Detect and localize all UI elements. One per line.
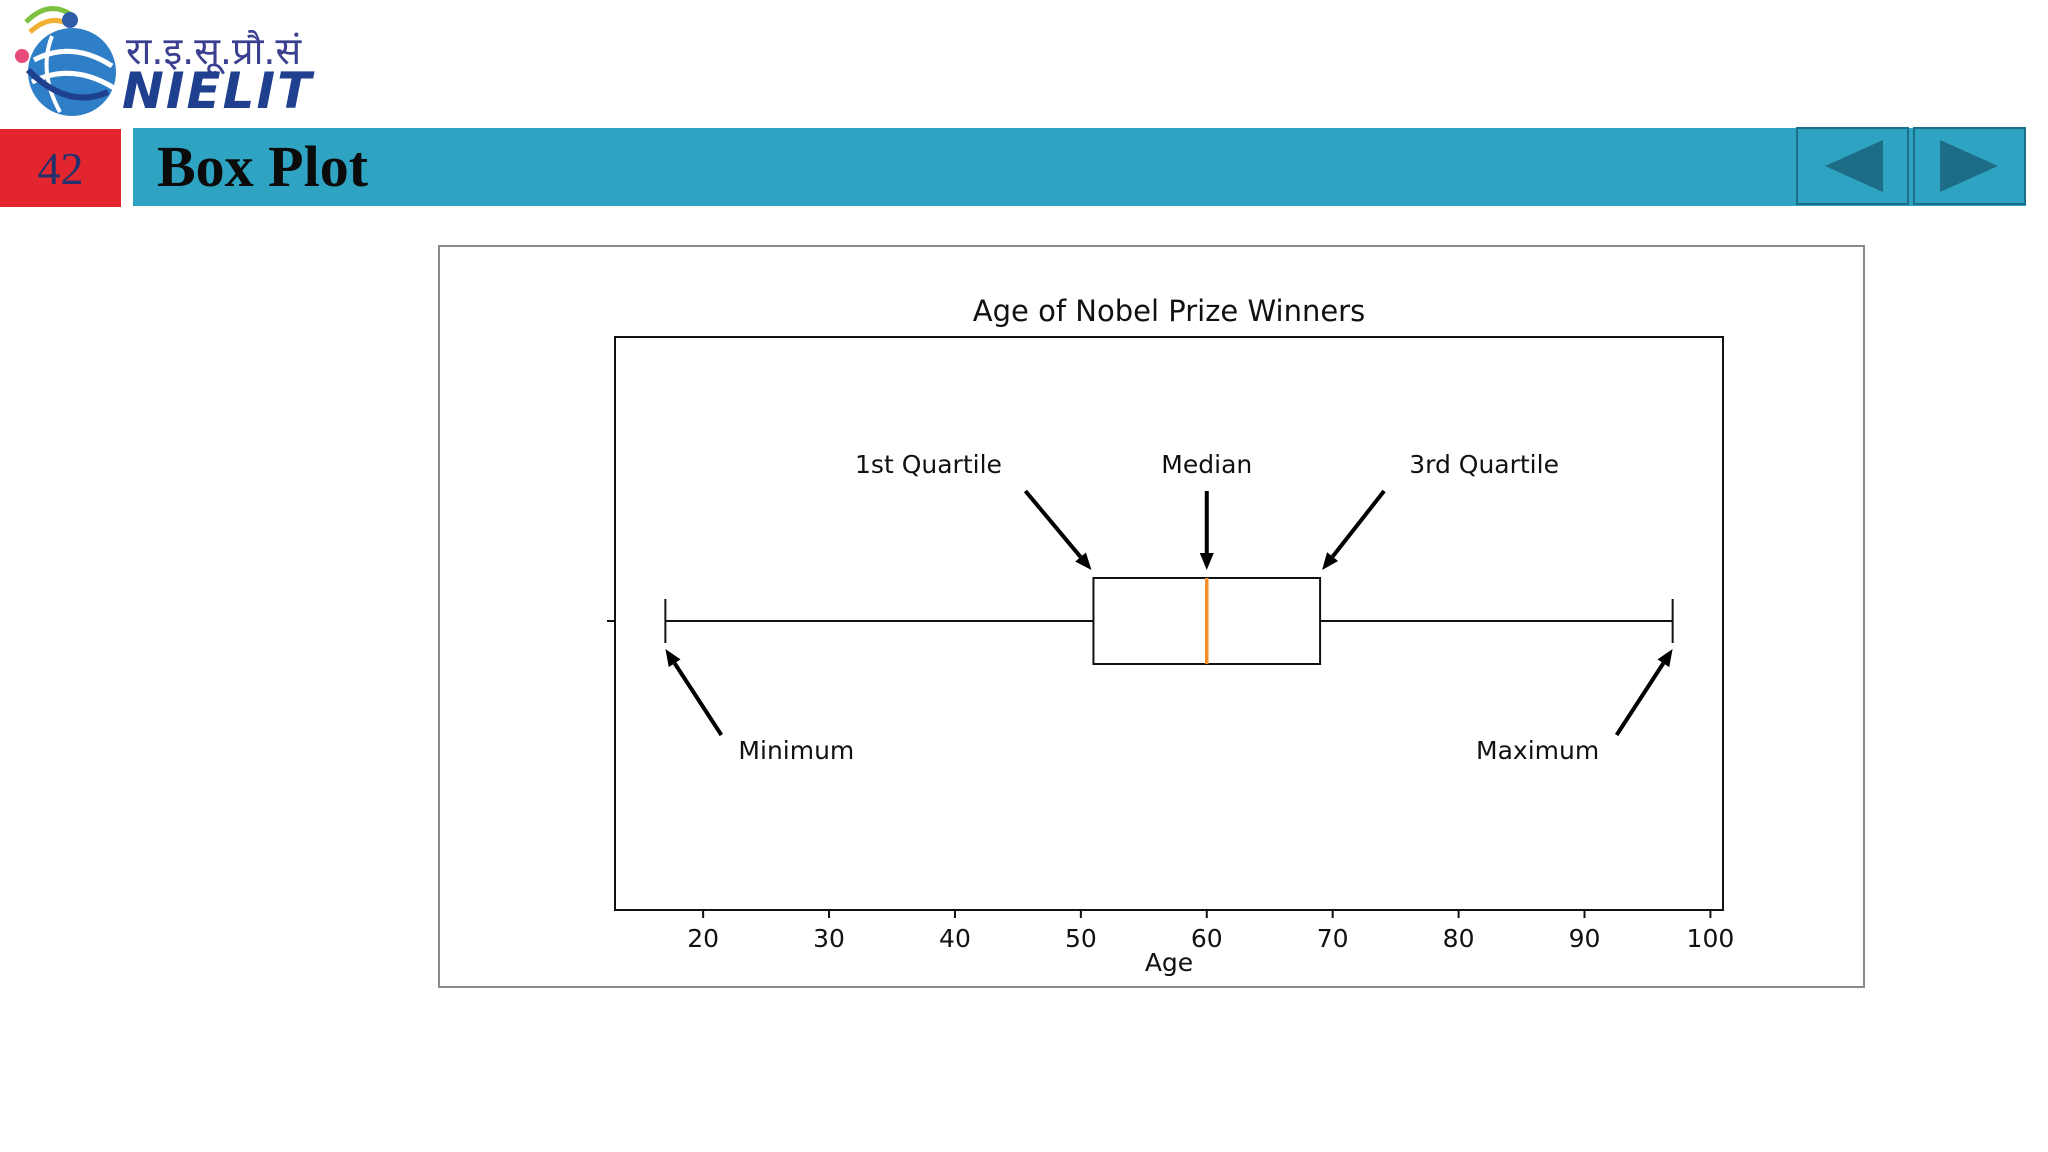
nielit-logo: रा.इ.सू.प्रौ.सं NIELIT [8,0,311,122]
logo-hindi-text: रा.इ.सू.प्रौ.सं [126,29,302,73]
triangle-right-icon [1939,140,1998,192]
previous-slide-button[interactable] [1796,127,1909,205]
x-tick-label: 70 [1317,924,1349,953]
annotations: Minimum 1st Quartile Median 3rd Quartile Max… [665,450,1673,765]
x-tick-label: 90 [1569,924,1601,953]
triangle-left-icon [1824,140,1883,192]
chart-title: Age of Nobel Prize Winners [973,294,1365,328]
annotation-label: 3rd Quartile [1409,450,1559,479]
annotation-arrow-head [1075,552,1092,570]
box-plot-chart: Age of Nobel Prize Winners 20 30 40 50 60 70 8… [607,294,1734,977]
annotation-arrow-head [1657,649,1673,668]
annotation-arrow-line [672,662,724,737]
x-tick-label: 80 [1443,924,1475,953]
annotation-label: Minimum [738,736,854,765]
slide-number: 42 [0,129,121,207]
x-tick-label: 20 [687,924,719,953]
x-tick-label: 30 [813,924,845,953]
annotation-arrow-head [1199,553,1214,570]
next-slide-button[interactable] [1913,127,2026,205]
annotation-arrow-line [1331,489,1386,558]
annotation-arrow-line [1614,662,1666,737]
x-tick-label: 40 [939,924,971,953]
x-axis-ticks: 20 30 40 50 60 70 80 90 100 [687,910,1734,953]
chart-frame: Age of Nobel Prize Winners 20 30 40 50 60 70 8… [438,245,1865,988]
logo-brand-text: NIELIT [122,62,314,120]
x-axis-label: Age [1145,948,1193,977]
globe-logo-icon [15,6,116,116]
x-tick-label: 60 [1191,924,1223,953]
plot-area [614,336,1724,911]
annotation-arrow-head [1322,552,1339,570]
annotation-label: Median [1161,450,1252,479]
title-bar: Box Plot [133,128,2026,206]
x-tick-label: 100 [1687,924,1735,953]
annotation-label: Maximum [1476,736,1599,765]
x-tick-label: 50 [1065,924,1097,953]
slide-title: Box Plot [157,134,369,199]
annotation-arrow-line [1023,489,1083,559]
annotation-arrow-head [665,649,681,668]
annotation-label: 1st Quartile [855,450,1002,479]
box-group [664,577,1674,665]
